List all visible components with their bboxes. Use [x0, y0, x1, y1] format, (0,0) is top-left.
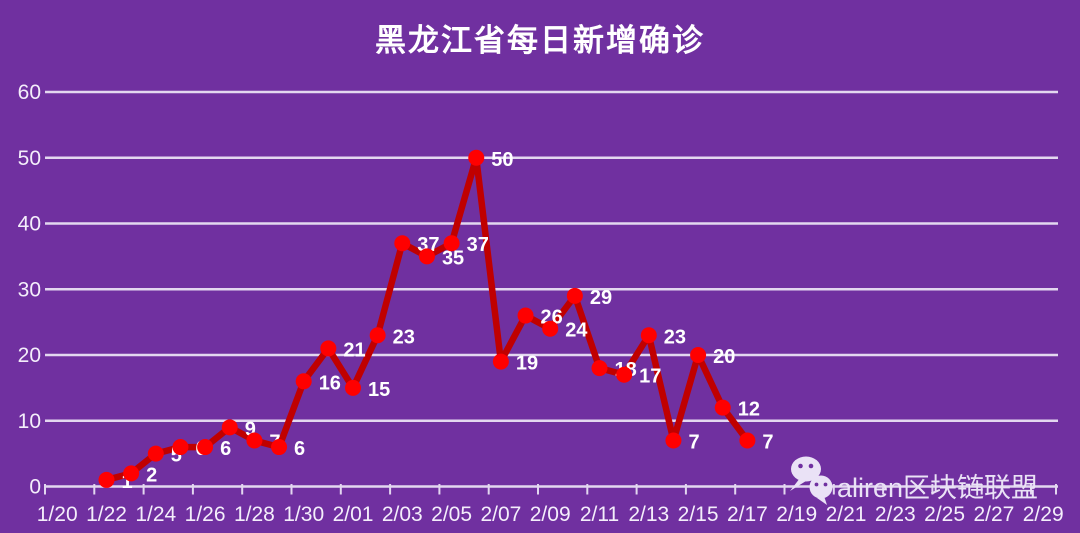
data-point-marker: [517, 307, 534, 324]
data-point-marker: [246, 432, 263, 449]
x-axis-tick-label: 2/29: [1023, 503, 1064, 526]
data-point-label: 17: [639, 366, 661, 388]
x-axis-tick-label: 2/11: [580, 503, 619, 526]
data-point-marker: [468, 149, 485, 166]
data-point-label: 24: [565, 320, 588, 342]
data-point-marker: [271, 439, 288, 456]
x-axis-tick-label: 1/20: [37, 503, 78, 526]
series-polyline: [103, 154, 751, 484]
data-point-label: 6: [220, 438, 231, 460]
data-point-label: 20: [713, 346, 735, 368]
data-point-marker: [542, 320, 559, 337]
data-point-marker: [492, 353, 509, 370]
data-point-marker: [221, 419, 238, 436]
data-point-marker: [197, 439, 214, 456]
data-point-label: 29: [590, 287, 612, 309]
data-point-label: 50: [491, 149, 513, 171]
x-axis-tick-label: 2/25: [924, 503, 965, 526]
x-axis-tick-label: 1/28: [234, 503, 275, 526]
x-axis-tick-label: 2/09: [530, 503, 571, 526]
data-point-marker: [591, 360, 608, 377]
x-axis-tick-label: 2/17: [727, 503, 768, 526]
x-axis-tick-label: 2/21: [826, 503, 867, 526]
x-axis-tick-label: 2/03: [382, 503, 423, 526]
y-axis-tick-label: 10: [18, 410, 41, 433]
x-axis: [44, 484, 1058, 495]
y-axis-tick-label: 50: [18, 147, 41, 170]
data-point-marker: [418, 248, 435, 265]
watermark-text: aliren区块链联盟: [837, 473, 1038, 503]
y-axis-tick-label: 0: [29, 476, 41, 499]
data-point-label: 2: [146, 464, 157, 486]
data-point-marker: [98, 471, 115, 488]
x-axis-tick-label: 2/07: [480, 503, 521, 526]
data-point-marker: [566, 287, 583, 304]
data-point-marker: [320, 340, 337, 357]
data-point-marker: [665, 432, 682, 449]
data-point-marker: [369, 327, 386, 344]
data-point-marker: [714, 399, 731, 416]
x-axis-tick-label: 2/23: [875, 503, 916, 526]
data-point-label: 21: [343, 339, 365, 361]
data-series: 1256697616211523373537501926242918172372…: [98, 149, 774, 493]
x-axis-tick-label: 2/13: [628, 503, 669, 526]
x-axis-tick-label: 2/01: [333, 503, 374, 526]
chart-title: 黑龙江省每日新增确诊: [375, 23, 705, 58]
y-axis-tick-label: 20: [18, 344, 41, 367]
x-axis-tick-label: 1/22: [86, 503, 127, 526]
x-axis-tick-label: 2/15: [678, 503, 719, 526]
data-point-marker: [172, 439, 189, 456]
data-point-label: 23: [393, 326, 415, 348]
data-point-marker: [739, 432, 756, 449]
data-point-marker: [690, 347, 707, 363]
gridlines: [45, 90, 1058, 422]
data-point-label: 15: [368, 379, 390, 401]
y-axis-tick-label: 60: [18, 81, 41, 104]
data-point-marker: [295, 373, 312, 390]
x-axis-labels: 1/20 1/22 1/24 1/26 1/28 1/30 2/01 2/03 2/05 2/07…: [37, 503, 1064, 526]
data-point-label: 16: [319, 372, 341, 394]
y-axis-tick-label: 40: [18, 213, 41, 236]
data-point-label: 35: [442, 247, 464, 269]
data-point-label: 7: [688, 431, 699, 453]
data-point-marker: [443, 235, 460, 252]
data-point-label: 37: [467, 234, 489, 256]
x-axis-tick-label: 2/27: [973, 503, 1014, 526]
data-point-marker: [345, 379, 361, 396]
data-point-marker: [147, 445, 164, 462]
x-axis-tick-label: 1/30: [283, 503, 324, 526]
data-point-label: 6: [294, 438, 305, 460]
x-axis-tick-label: 2/05: [431, 503, 472, 526]
x-axis-tick-label: 2/19: [776, 503, 817, 526]
data-point-marker: [616, 366, 633, 383]
data-point-marker: [394, 235, 411, 252]
data-point-marker: [640, 327, 657, 344]
y-axis-tick-label: 30: [18, 278, 41, 301]
x-axis-tick-label: 1/26: [185, 503, 226, 526]
data-point-label: 5: [171, 445, 182, 467]
data-point-label: 9: [245, 418, 256, 440]
wechat-icon: [790, 456, 833, 505]
data-point-marker: [123, 465, 140, 482]
y-axis-labels: 0 10 20 30 40 50 60: [18, 81, 41, 499]
data-point-label: 12: [738, 399, 760, 421]
data-point-label: 1: [122, 471, 133, 493]
data-point-label: 23: [664, 326, 686, 348]
x-axis-tick-label: 1/24: [135, 503, 176, 526]
data-point-label: 7: [762, 431, 773, 453]
watermark: aliren区块链联盟: [790, 456, 1038, 505]
data-point-label: 19: [516, 353, 538, 375]
